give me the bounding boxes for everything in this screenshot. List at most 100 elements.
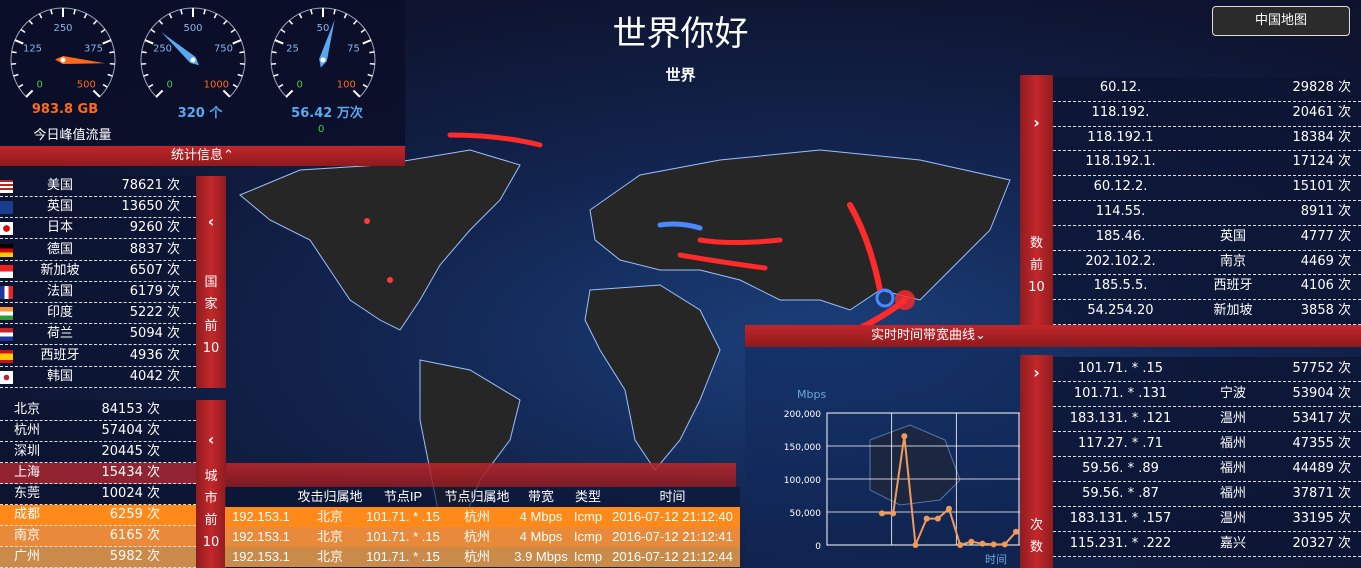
cell-node-loc: 杭州 (463, 509, 490, 524)
country-row[interactable]: 印度 5222 次 (0, 303, 196, 325)
country-count: 5222 次 (129, 305, 180, 321)
chevron-down-icon: ⌄ (975, 328, 986, 343)
ip-row[interactable]: 54.254.20 新加坡 3858 次 (1053, 300, 1361, 325)
city-count: 6259 次 (109, 507, 160, 522)
ip-row[interactable]: 60.12. 29828 次 (1053, 77, 1361, 102)
ip-row[interactable]: 185.5.5. 西班牙 4106 次 (1053, 275, 1361, 301)
city-count: 20445 次 (101, 444, 161, 459)
attack-table-row[interactable]: 192.153.1 北京 101.71. * .15 杭州 3.9 Mbps Icmp 20… (225, 547, 740, 567)
gauge-tick-label: 1000 (204, 79, 229, 90)
country-row[interactable]: 美国 78621 次 (0, 176, 196, 197)
ip-row[interactable]: 202.102.2. 南京 4469 次 (1053, 250, 1361, 276)
ip-row[interactable]: 118.192.1 18384 次 (1053, 126, 1361, 152)
country-count: 6507 次 (129, 262, 180, 278)
bandwidth-point (968, 538, 975, 545)
country-row[interactable]: 韩国 4042 次 (0, 366, 196, 388)
chevron-left-icon: ‹ (207, 430, 215, 449)
side-label-char: 10 (202, 535, 220, 550)
country-row[interactable]: 西班牙 4936 次 (0, 345, 196, 367)
city-row[interactable]: 上海 15434 次 (0, 463, 196, 484)
city-row[interactable]: 深圳 20445 次 (0, 442, 196, 463)
flag-sg-icon (0, 264, 13, 278)
ip-address: 54.254.20 (1087, 303, 1154, 319)
ip-address: 118.192.1 (1087, 129, 1154, 145)
city-row[interactable]: 南京 6165 次 (0, 526, 196, 547)
column-header: 时间 (659, 489, 686, 504)
gauge-tick-label: 25 (286, 43, 299, 54)
country-name: 日本 (46, 220, 73, 236)
ip-address: 117.27. * .71 (1077, 436, 1164, 451)
stats-toggle-bar[interactable]: 统计信息⌃ (0, 146, 405, 166)
city-count: 6165 次 (109, 528, 160, 543)
ip-row[interactable]: 115.231. * .222 嘉兴 20327 次 (1053, 532, 1361, 557)
ip-row[interactable]: 185.46. 英国 4777 次 (1053, 225, 1361, 251)
ip-address: 59.56. * .87 (1082, 486, 1159, 501)
ip-address: 59.56. * .89 (1082, 461, 1159, 476)
country-row[interactable]: 荷兰 5094 次 (0, 324, 196, 346)
ip-count: 17124 次 (1292, 154, 1352, 170)
city-name: 深圳 (14, 444, 41, 459)
y-tick-label: 200,000 (784, 410, 821, 420)
ip-row[interactable]: 183.131. * .157 温州 33195 次 (1053, 507, 1361, 532)
ip-row[interactable]: 117.27. * .71 福州 47355 次 (1053, 432, 1361, 457)
country-row[interactable]: 法国 6179 次 (0, 282, 196, 303)
table-header-bar[interactable] (226, 463, 736, 487)
gauge-tick (13, 73, 19, 77)
city-row[interactable]: 杭州 57404 次 (0, 421, 196, 442)
y-axis-label: Mbps (797, 388, 826, 401)
cell-time: 2016-07-12 21:12:40 (612, 509, 733, 524)
country-count: 9260 次 (129, 220, 180, 236)
city-row[interactable]: 成都 6259 次 (0, 505, 196, 526)
gauge-tick (148, 83, 154, 88)
ip-address: 115.231. * .222 (1069, 536, 1172, 551)
gauges-svg: 0 125 250 375 500 0 250 500 750 1000 0 25 50 75 100 (10, 7, 376, 113)
ip-row[interactable]: 183.131. * .121 温州 53417 次 (1053, 407, 1361, 432)
china-map-button[interactable]: 中国地图 (1212, 6, 1350, 36)
gauge-tick (20, 28, 26, 33)
attack-table-row[interactable]: 192.153.1 北京 101.71. * .15 杭州 4 Mbps Icmp 2016… (225, 527, 740, 547)
gauge-tick (14, 39, 24, 45)
country-count: 4042 次 (129, 368, 180, 384)
cell-node-loc: 杭州 (463, 529, 490, 544)
node-panel-toggle[interactable]: › 次数 (1020, 355, 1053, 568)
ip-count: 20461 次 (1292, 104, 1352, 120)
side-label-char: 前 (1029, 258, 1043, 273)
cell-src-loc: 北京 (316, 549, 343, 564)
attack-arc (697, 237, 783, 245)
gauge-tick-label: 500 (77, 79, 96, 90)
country-row[interactable]: 英国 13650 次 (0, 197, 196, 219)
bandwidth-toggle-bar[interactable]: 实时时间带宽曲线⌄ (745, 325, 1361, 347)
ip-row[interactable]: 59.56. * .89 福州 44489 次 (1053, 457, 1361, 482)
gauge-tick (144, 39, 154, 45)
city-panel-toggle[interactable]: ‹ 城市前 10 (196, 400, 226, 568)
ip-address: 202.102.2. (1085, 253, 1156, 269)
ip-row[interactable]: 101.71. * .15 57752 次 (1053, 357, 1361, 382)
city-row[interactable]: 东莞 10024 次 (0, 484, 196, 505)
ip-count: 4469 次 (1300, 253, 1351, 269)
ip-count: 15101 次 (1292, 179, 1352, 195)
city-row[interactable]: 北京 84153 次 (0, 400, 196, 421)
ip-row[interactable]: 60.12.2. 15101 次 (1053, 176, 1361, 201)
africa (584, 284, 721, 471)
country-row[interactable]: 新加坡 6507 次 (0, 260, 196, 282)
city-row[interactable]: 广州 5982 次 (0, 547, 196, 568)
ip-panel-toggle[interactable]: › 数前 10 (1020, 75, 1053, 325)
flag-jp-icon (0, 222, 13, 236)
column-header: 攻击归属地 (297, 489, 363, 504)
ip-row[interactable]: 118.192. 20461 次 (1053, 101, 1361, 127)
cell-node-ip: 101.71. * .15 (366, 549, 440, 564)
country-top10-list: 美国 78621 次英国 13650 次日本 9260 次德国 8837 次新加坡 650… (0, 176, 196, 388)
gauge-tick (362, 39, 372, 45)
ip-row[interactable]: 118.192.1. 17124 次 (1053, 151, 1361, 177)
column-header: 节点IP (383, 489, 423, 504)
side-label-char: 家 (204, 297, 218, 312)
country-row[interactable]: 德国 8837 次 (0, 239, 196, 261)
north-america (239, 149, 521, 331)
ip-row[interactable]: 101.71. * .131 宁波 53904 次 (1053, 382, 1361, 407)
country-panel-toggle[interactable]: ‹ 国家前 10 (196, 176, 226, 388)
country-row[interactable]: 日本 9260 次 (0, 218, 196, 240)
ip-row[interactable]: 59.56. * .87 福州 37871 次 (1053, 482, 1361, 507)
ip-row[interactable]: 114.55. 8911 次 (1053, 201, 1361, 226)
ip-count: 33195 次 (1292, 511, 1352, 526)
attack-table-row[interactable]: 192.153.1 北京 101.71. * .15 杭州 4 Mbps Icmp 2016… (225, 507, 740, 527)
